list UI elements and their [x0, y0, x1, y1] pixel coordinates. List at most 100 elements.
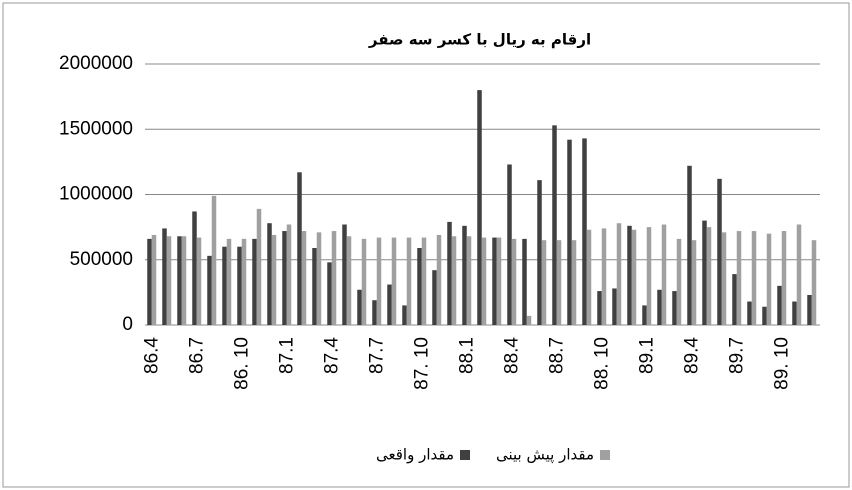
bar [522, 239, 527, 325]
x-tick-label: 89.7 [727, 337, 748, 374]
bar [537, 180, 542, 325]
bar [297, 172, 302, 325]
bar [617, 223, 622, 325]
bar [207, 256, 212, 325]
bar [642, 305, 647, 325]
bar [797, 225, 802, 325]
bar [437, 235, 442, 325]
bar [497, 238, 502, 325]
bar [377, 238, 382, 325]
bar [452, 236, 457, 325]
bar [272, 235, 277, 325]
legend-label: مقدار واقعی [376, 446, 454, 464]
y-tick-label: 0 [122, 314, 133, 335]
bar [552, 125, 557, 325]
x-tick-label: 86.4 [142, 337, 163, 374]
bar [327, 262, 332, 325]
y-tick-label: 2000000 [59, 53, 133, 74]
bar [732, 274, 737, 325]
y-tick-label: 500000 [70, 249, 133, 270]
x-tick-label: 87.1 [277, 337, 298, 374]
bar [737, 231, 742, 325]
bar [222, 247, 227, 325]
x-tick-label: 87.7 [367, 337, 388, 374]
x-tick-label: 87.4 [322, 337, 343, 374]
bar [302, 231, 307, 325]
bar [482, 238, 487, 325]
legend-label: مقدار پیش بینی [496, 446, 594, 465]
bar [257, 209, 262, 325]
bar [182, 236, 187, 325]
bar [317, 232, 322, 325]
bar [692, 240, 697, 325]
bar [417, 248, 422, 325]
bar [407, 238, 412, 325]
bar [762, 307, 767, 325]
x-tick-label: 89.1 [637, 337, 658, 374]
bar [662, 225, 667, 325]
bar [602, 228, 607, 325]
bar [252, 239, 257, 325]
bar [752, 231, 757, 325]
bar [197, 238, 202, 325]
bar [687, 166, 692, 325]
x-tick-label: 86.7 [187, 337, 208, 374]
bar [467, 236, 472, 325]
chart: ارقام به ریال با کسر سه صفر 0 500000 10000… [0, 0, 852, 490]
x-tick-label: 89. 10 [772, 337, 793, 390]
y-tick-label: 1500000 [59, 118, 133, 139]
bar [807, 295, 812, 325]
bar [767, 234, 772, 325]
bar [572, 240, 577, 325]
bar [717, 179, 722, 325]
bar [812, 240, 817, 325]
bar [212, 196, 217, 325]
bar [422, 238, 427, 325]
bar [282, 231, 287, 325]
bar [782, 231, 787, 325]
bar [677, 239, 682, 325]
bar [542, 240, 547, 325]
bar [287, 225, 292, 325]
bar [632, 230, 637, 325]
chart-title: ارقام به ریال با کسر سه صفر [368, 31, 591, 49]
x-tick-label: 88. 10 [592, 337, 613, 390]
bar [242, 239, 247, 325]
bar [362, 239, 367, 325]
bar [672, 291, 677, 325]
bar [747, 302, 752, 325]
bar [392, 238, 397, 325]
bar [387, 285, 392, 325]
legend-swatch [600, 450, 610, 460]
bar [267, 223, 272, 325]
x-tick-label: 86. 10 [232, 337, 253, 390]
bar [477, 90, 482, 325]
bar [402, 305, 407, 325]
bar [647, 227, 652, 325]
bar [707, 227, 712, 325]
bar [627, 226, 632, 325]
legend-swatch [460, 450, 470, 460]
bar [347, 236, 352, 325]
y-tick-label: 1000000 [59, 184, 133, 205]
bar [177, 236, 182, 325]
bar [702, 221, 707, 325]
bar [332, 231, 337, 325]
bar [192, 211, 197, 325]
x-tick-label: 88.1 [457, 337, 478, 374]
bar [372, 300, 377, 325]
bar [162, 228, 167, 325]
bar [567, 140, 572, 325]
bar [167, 236, 172, 325]
bar [342, 225, 347, 325]
bar [527, 316, 532, 325]
bar [512, 239, 517, 325]
bar [657, 290, 662, 325]
bar [597, 291, 602, 325]
bar [492, 238, 497, 325]
x-tick-label: 87. 10 [412, 337, 433, 390]
x-tick-label: 88.7 [547, 337, 568, 374]
bar [432, 270, 437, 325]
bar [237, 247, 242, 325]
x-tick-label: 89.4 [682, 337, 703, 374]
